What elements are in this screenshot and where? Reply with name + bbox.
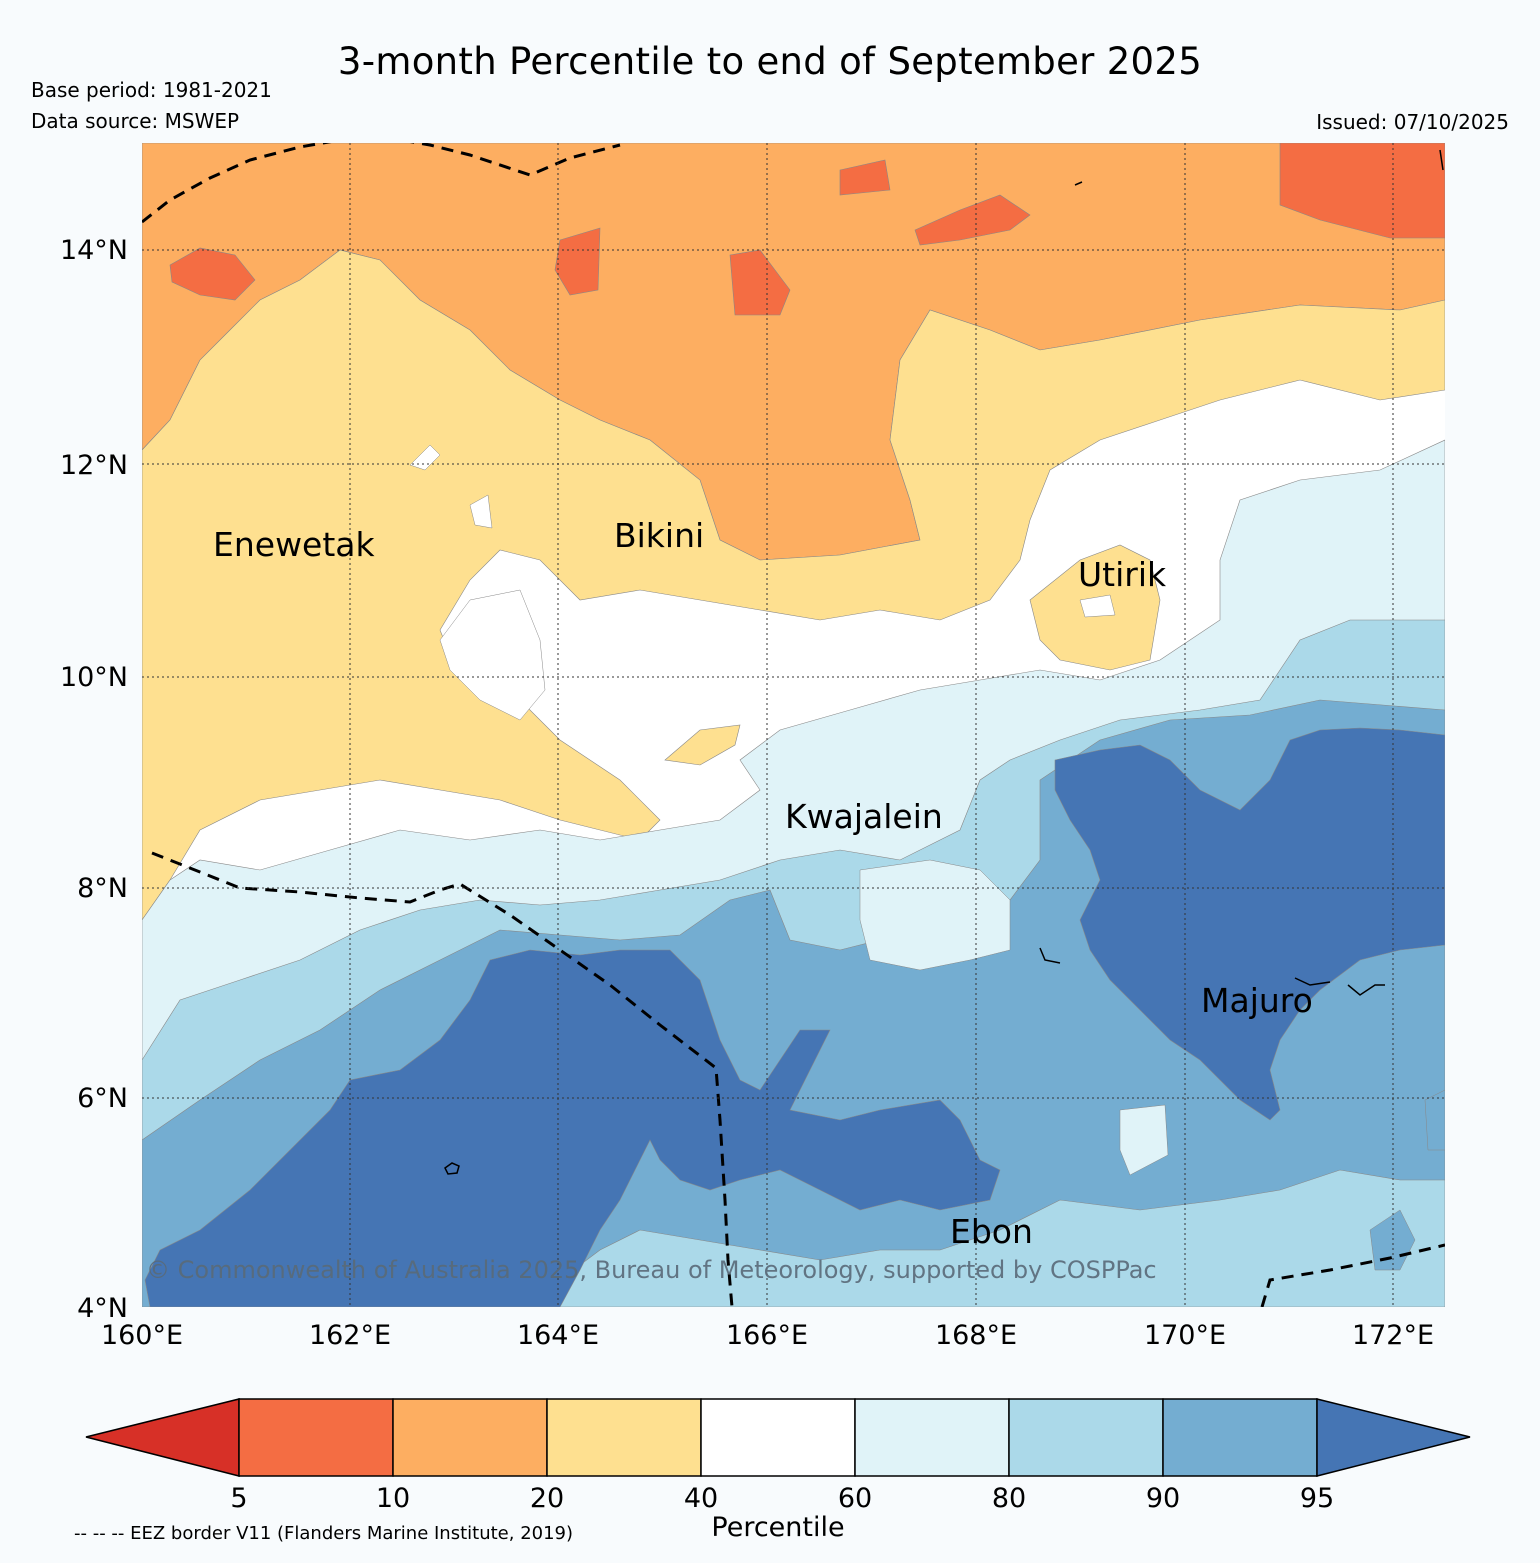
lat-tick-6n: 6°N — [77, 1083, 128, 1114]
lat-tick-labels: 4°N 6°N 8°N 10°N 12°N 14°N — [60, 235, 128, 1324]
place-label-bikini: Bikini — [614, 516, 704, 555]
colorbar-tick: 20 — [530, 1483, 564, 1514]
band-20-40 — [142, 249, 1445, 921]
place-label-kwajalein: Kwajalein — [785, 797, 943, 836]
colorbar-tick: 80 — [992, 1483, 1026, 1514]
place-label-enewetak: Enewetak — [213, 525, 376, 564]
colorbar-tick: 5 — [230, 1483, 247, 1514]
lon-tick-162e: 162°E — [309, 1320, 391, 1351]
data-source: Data source: MSWEP — [31, 109, 240, 133]
band-40-60-patch — [469, 494, 493, 529]
lat-tick-4n: 4°N — [77, 1293, 128, 1324]
colorbar-60-80 — [854, 1398, 1010, 1477]
band-5-10-patch — [554, 227, 601, 296]
lat-tick-8n: 8°N — [77, 873, 128, 904]
colorbar-40-60 — [700, 1398, 856, 1477]
map-area: Enewetak Bikini Utirik Kwajalein Majuro … — [142, 143, 1445, 1307]
place-label-ebon: Ebon — [950, 1212, 1033, 1251]
colorbar-tick-labels: 5 10 20 40 60 80 90 95 — [230, 1483, 1334, 1514]
colorbar-20-40 — [546, 1398, 702, 1477]
colorbar-title: Percentile — [711, 1512, 845, 1543]
eez-legend-note: -- -- -- EEZ border V11 (Flanders Marine… — [74, 1523, 574, 1544]
band-5-10-patch — [729, 249, 791, 316]
band-40-60-patch — [439, 589, 546, 721]
colorbar — [85, 1398, 1471, 1477]
lat-tick-10n: 10°N — [60, 662, 128, 693]
place-label-majuro: Majuro — [1201, 981, 1313, 1020]
lon-tick-160e: 160°E — [101, 1320, 183, 1351]
colorbar-tick: 90 — [1146, 1483, 1180, 1514]
colorbar-tick: 10 — [376, 1483, 410, 1514]
colorbar-90-95 — [1162, 1398, 1318, 1477]
graticule — [142, 143, 1445, 1307]
issued-date: Issued: 07/10/2025 — [1316, 110, 1509, 134]
colorbar-5-10 — [238, 1398, 394, 1477]
band-5-10-patch — [1279, 143, 1445, 239]
band-above-95-east — [1054, 727, 1445, 1121]
lat-tick-12n: 12°N — [60, 450, 128, 481]
band-5-10-patch — [914, 194, 1031, 246]
colorbar-80-90 — [1008, 1398, 1164, 1477]
colorbar-tick: 60 — [838, 1483, 872, 1514]
colorbar-above-95 — [1316, 1398, 1471, 1477]
lon-tick-166e: 166°E — [726, 1320, 808, 1351]
colorbar-below-5 — [85, 1398, 240, 1477]
colorbar-tick: 40 — [684, 1483, 718, 1514]
page-title: 3-month Percentile to end of September 2… — [337, 40, 1203, 83]
band-90-95-patch — [1424, 1089, 1445, 1151]
lon-tick-168e: 168°E — [935, 1320, 1017, 1351]
lat-tick-14n: 14°N — [60, 235, 128, 266]
island-outlines — [444, 149, 1444, 1175]
lon-tick-170e: 170°E — [1144, 1320, 1226, 1351]
band-40-60-patch — [1079, 594, 1116, 618]
eez-borders — [142, 143, 1445, 1307]
colorbar-tick: 95 — [1300, 1483, 1334, 1514]
colorbar-10-20 — [392, 1398, 548, 1477]
band-20-40-patch — [664, 724, 741, 766]
lon-tick-labels: 160°E 162°E 164°E 166°E 168°E 170°E 172°… — [101, 1320, 1434, 1351]
place-label-utirik: Utirik — [1078, 555, 1167, 594]
lon-tick-172e: 172°E — [1352, 1320, 1434, 1351]
band-above-95-sw — [144, 949, 1001, 1307]
band-5-10-patch — [169, 247, 256, 301]
band-5-10-patch — [839, 159, 891, 196]
band-60-80-patch — [1119, 1104, 1169, 1176]
base-period: Base period: 1981-2021 — [31, 78, 272, 102]
lon-tick-164e: 164°E — [517, 1320, 599, 1351]
copyright-notice: © Commonwealth of Australia 2025, Bureau… — [146, 1256, 1157, 1284]
